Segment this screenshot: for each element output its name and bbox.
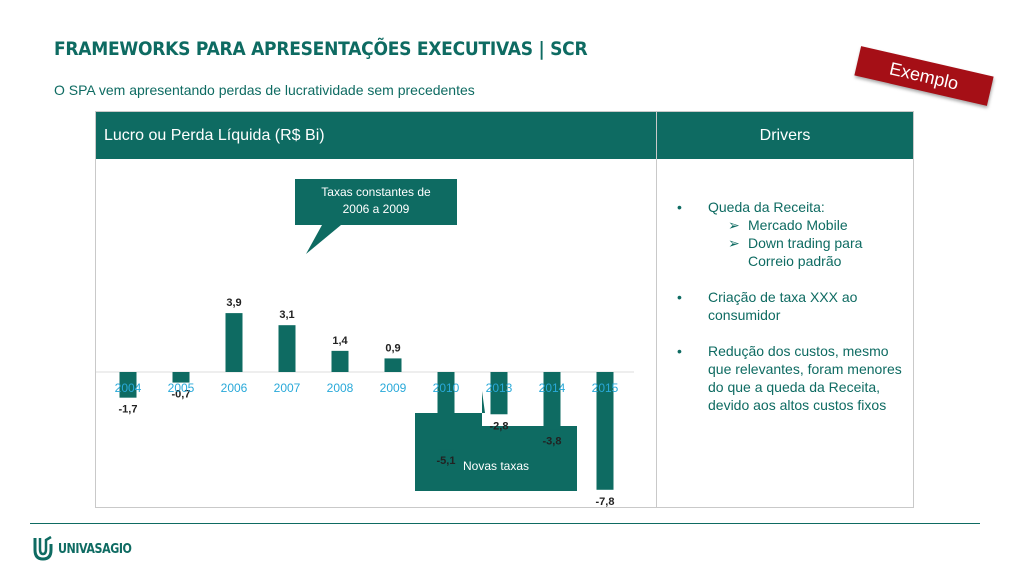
- bullet-icon: •: [677, 199, 682, 215]
- drivers-list: • Queda da Receita: ➢ Mercado Mobile ➢ Dow…: [677, 198, 907, 432]
- chart-bar: [119, 372, 137, 398]
- chart-data-label: -5,1: [437, 455, 456, 467]
- chart-bar: [384, 358, 402, 372]
- chart-data-label: -3,8: [543, 435, 562, 447]
- example-stamp: Exemplo: [854, 46, 994, 106]
- driver-subitem-text: Mercado Mobile: [748, 217, 848, 233]
- chart-panel-header: Lucro ou Perda Líquida (R$ Bi): [96, 112, 656, 159]
- chart-tick-label: 2013: [486, 381, 513, 395]
- chart-tick-label: 2004: [115, 381, 142, 395]
- chart-bar: [490, 372, 508, 415]
- chart-data-label: 3,9: [226, 297, 241, 309]
- chart-tick-label: 2015: [592, 381, 619, 395]
- driver-text: Redução dos custos, mesmo que relevantes…: [708, 343, 902, 413]
- chart-tick-label: 2006: [221, 381, 248, 395]
- callout-bottom-bubble: [415, 391, 577, 491]
- page-title: FRAMEWORKS PARA APRESENTAÇÕES EXECUTIVAS…: [54, 38, 588, 60]
- chart-tick-label: 2014: [539, 381, 566, 395]
- univasagio-logo-icon: [33, 536, 53, 561]
- driver-item: • Queda da Receita: ➢ Mercado Mobile ➢ Dow…: [677, 198, 907, 270]
- callout-bottom-text: Novas taxas: [462, 459, 530, 473]
- callout-top-line-1: Taxas constantes de: [321, 185, 431, 199]
- chart-bar: [225, 313, 243, 372]
- chart-bar: [543, 372, 561, 430]
- chart-data-label: -2,8: [490, 420, 509, 432]
- drivers-panel-header: Drivers: [657, 112, 913, 159]
- chart-tick-label: 2005: [168, 381, 195, 395]
- driver-text: Criação de taxa XXX ao consumidor: [708, 289, 858, 323]
- drivers-panel: Drivers • Queda da Receita: ➢ Mercado Mob…: [656, 111, 914, 508]
- chart-bar: [172, 372, 190, 383]
- chart-data-label: -1,7: [119, 404, 138, 416]
- chart-data-label: -7,8: [596, 496, 615, 507]
- driver-item: • Criação de taxa XXX ao consumidor: [677, 288, 907, 324]
- chart-data-label: 0,9: [385, 342, 400, 354]
- footer-divider: [30, 523, 980, 524]
- driver-item: • Redução dos custos, mesmo que relevant…: [677, 342, 907, 414]
- chart-bar: [331, 350, 349, 372]
- chart-tick-label: 2009: [380, 381, 407, 395]
- chart-data-label: -0,7: [172, 389, 191, 401]
- callout-top-text: Taxas constantes de 2006 a 2009: [296, 184, 456, 218]
- driver-subitem-text: Down trading para: [748, 235, 863, 251]
- logo-text: UNIVASAGIO: [58, 541, 132, 557]
- driver-subitem-text: Correio padrão: [748, 253, 842, 269]
- callout-top-bubble: [295, 179, 457, 254]
- bullet-icon: •: [677, 289, 682, 305]
- driver-subitem: ➢ Mercado Mobile: [728, 216, 862, 234]
- chart-data-label: 1,4: [332, 335, 348, 347]
- univasagio-logo: UNIVASAGIO: [32, 536, 145, 562]
- chart-tick-label: 2010: [433, 381, 460, 395]
- driver-text: Queda da Receita:: [708, 199, 825, 215]
- bullet-icon: •: [677, 343, 682, 359]
- arrow-bullet-icon: ➢: [728, 217, 740, 233]
- arrow-bullet-icon: ➢: [728, 235, 740, 251]
- chart-bar: [437, 372, 455, 450]
- chart-panel: Lucro ou Perda Líquida (R$ Bi) -1,7 2004-…: [95, 111, 657, 508]
- chart-data-label: 3,1: [279, 309, 294, 321]
- page-subtitle: O SPA vem apresentando perdas de lucrati…: [54, 82, 475, 98]
- chart-tick-label: 2007: [274, 381, 301, 395]
- driver-subitem: ➢ Down trading para Correio padrão: [728, 234, 862, 270]
- chart-bar: [278, 325, 296, 372]
- chart-tick-label: 2008: [327, 381, 354, 395]
- chart-bar: [596, 372, 614, 490]
- callout-top-line-2: 2006 a 2009: [342, 202, 410, 216]
